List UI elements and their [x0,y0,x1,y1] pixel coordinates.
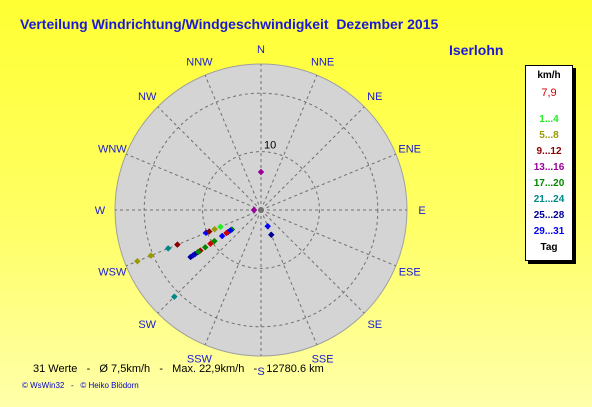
direction-label-nnw: NNW [186,56,213,68]
data-point-day-4 [217,223,224,231]
legend-range-8: 29...31 [533,226,565,237]
legend-range-7: 25...28 [533,210,565,221]
copyright-credit: © WsWin32 - © Heiko Blödorn [22,381,139,390]
data-point-day-21 [223,229,230,237]
radial-tick-10: 10 [264,140,276,152]
direction-label-nw: NW [138,91,157,103]
direction-gridlines [115,64,407,356]
direction-label-ne: NE [367,91,382,103]
gridline-nnw [204,74,262,211]
gridline-wnw [125,153,262,211]
direction-label-w: W [95,205,106,217]
radial-rings [143,92,379,328]
legend-range-6: 21...24 [533,194,565,205]
location-label: Iserlohn [449,42,504,58]
legend-mean-value: 7,9 [541,87,557,99]
legend-box: km/h 7,9 1...4 5...8 9...12 13...16 17..… [525,65,573,261]
legend-range-4: 13...16 [533,162,565,173]
direction-label-s: S [257,366,264,378]
data-point-day-27 [227,227,234,234]
ring-10 [202,151,320,269]
gridline-ne [260,106,365,211]
gridline-nne [260,74,318,211]
data-point-day-12 [218,232,226,240]
data-point-day-18 [195,248,202,256]
direction-labels: N NNE NE ENE E ESE SE SSE S SSW SW WSW W WNW NW NNW [95,44,426,378]
legend-range-3: 9...12 [536,146,562,157]
data-point-day-15 [147,252,155,259]
direction-label-sse: SSE [312,354,334,366]
data-point-day-17 [189,252,197,259]
ring-20 [143,92,379,328]
statistics-footer: 31 Werte - Ø 7,5km/h - Max. 22,9km/h - 1… [33,363,324,375]
gridline-ene [260,153,397,211]
gridline-nw [157,106,262,211]
direction-label-wsw: WSW [98,267,127,279]
direction-label-n: N [257,44,265,56]
gridline-se [260,209,365,314]
data-point-day-10 [201,243,209,251]
data-point-day-25 [264,222,272,230]
direction-label-sw: SW [138,319,156,331]
legend-range-5: 17...20 [533,178,565,189]
data-point-day-23 [205,228,213,235]
data-point-day-7 [211,237,218,245]
radial-tick-labels: 10 [264,140,276,152]
data-point-day-26 [267,231,275,239]
direction-label-ene: ENE [398,143,421,155]
direction-label-ssw: SSW [187,354,213,366]
chart-title: Verteilung Windrichtung/Windgeschwindigk… [20,16,439,32]
legend-footer-label: Tag [540,242,558,253]
direction-label-nne: NNE [311,56,334,68]
data-point-day-14 [170,293,178,301]
direction-label-ese: ESE [399,267,421,279]
data-point-day-1 [174,241,181,248]
direction-label-e: E [418,205,425,217]
data-point-day-3 [211,225,218,233]
data-point-day-13 [164,245,172,252]
gridline-ssw [204,209,262,346]
data-points [134,168,275,301]
direction-label-se: SE [367,319,382,331]
data-point-day-22 [257,168,265,176]
gridline-ese [260,209,397,267]
legend-range-2: 5...8 [539,130,559,141]
legend-range-1: 1...4 [539,114,559,125]
data-point-day-5 [134,257,141,265]
legend-header: km/h [537,70,561,81]
data-point-day-24 [250,206,258,214]
data-point-day-11 [207,240,214,248]
direction-label-wnw: WNW [98,143,127,155]
